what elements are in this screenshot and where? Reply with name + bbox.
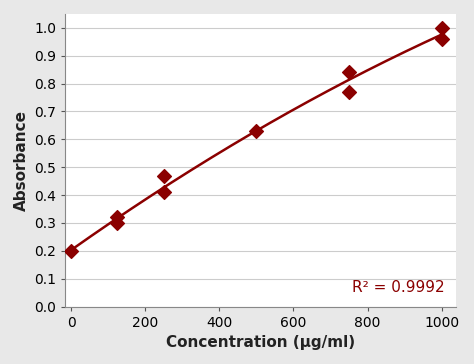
- Point: [67, 248, 75, 254]
- Point: [345, 70, 353, 75]
- Point: [253, 128, 260, 134]
- Point: [160, 173, 167, 178]
- Point: [345, 89, 353, 95]
- Text: R² = 0.9992: R² = 0.9992: [352, 280, 445, 295]
- Point: [114, 214, 121, 220]
- Point: [438, 25, 446, 31]
- Y-axis label: Absorbance: Absorbance: [14, 110, 29, 211]
- Point: [114, 220, 121, 226]
- Point: [160, 189, 167, 195]
- Point: [438, 36, 446, 42]
- X-axis label: Concentration (μg/ml): Concentration (μg/ml): [166, 335, 356, 350]
